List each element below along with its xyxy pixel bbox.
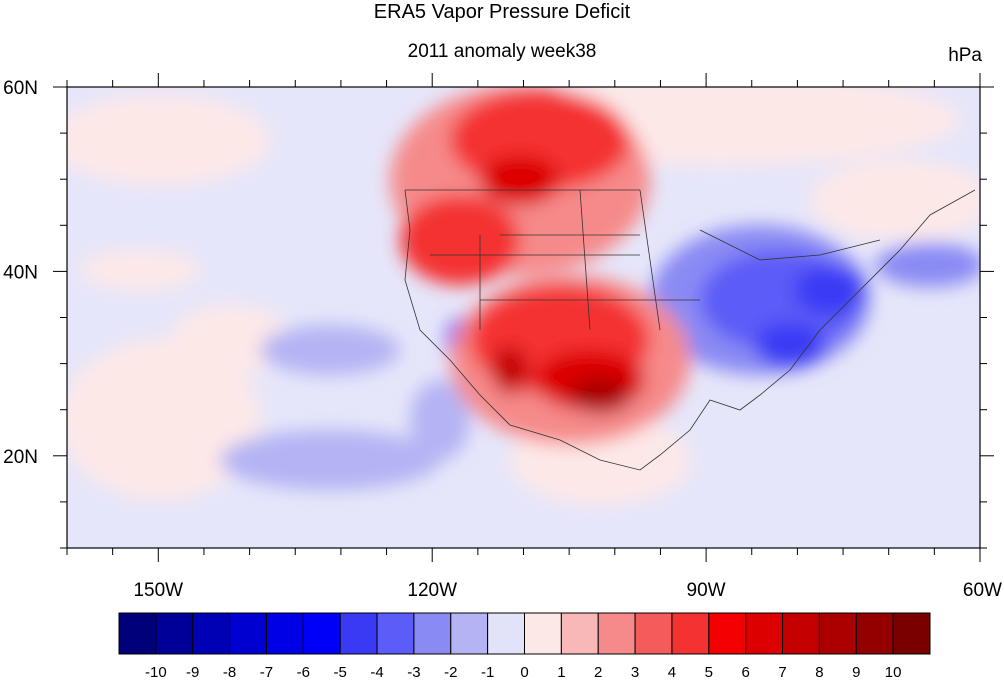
colorbar-swatch (818, 612, 857, 655)
colorbar-swatch (302, 612, 341, 655)
colorbar-label: -10 (145, 664, 167, 681)
colorbar-label: -8 (223, 664, 236, 681)
colorbar-swatch (634, 612, 673, 655)
lon-tick-label: 150W (133, 580, 183, 601)
colorbar-label: 3 (631, 664, 639, 681)
colorbar-label: -5 (334, 664, 347, 681)
colorbar-label: -7 (260, 664, 273, 681)
coastline (404, 189, 976, 471)
map-title: ERA5 Vapor Pressure Deficit (373, 1, 631, 23)
colorbar-label: 5 (705, 664, 713, 681)
colorbar-label: -9 (186, 664, 199, 681)
colorbar-swatch (192, 612, 231, 655)
lat-tick-label: 20N (3, 447, 38, 468)
colorbar-swatch (671, 612, 710, 655)
colorbar: -10 -9 -8 -7 -6 -5 -4 -3 -2 -1 0 1 2 3 4 5 6 7 8 9 10 (118, 612, 931, 681)
anomaly-field (67, 87, 980, 548)
lon-tick-label: 90W (687, 580, 726, 601)
colorbar-label: -2 (444, 664, 457, 681)
lon-tick-label: 120W (407, 580, 457, 601)
colorbar-swatch (597, 612, 636, 655)
colorbar-label: 8 (815, 664, 823, 681)
colorbar-swatch (413, 612, 452, 655)
colorbar-swatch (524, 612, 562, 655)
colorbar-label: -6 (297, 664, 310, 681)
colorbar-swatch (560, 612, 599, 655)
colorbar-label: 7 (778, 664, 786, 681)
colorbar-label: -3 (407, 664, 420, 681)
lat-tick-label: 40N (3, 262, 38, 283)
colorbar-label: 9 (852, 664, 860, 681)
colorbar-label: 0 (520, 664, 528, 681)
colorbar-label: 2 (594, 664, 602, 681)
colorbar-swatch (450, 612, 489, 655)
colorbar-label: 6 (742, 664, 750, 681)
colorbar-swatch (155, 612, 194, 655)
colorbar-swatch (708, 612, 747, 655)
colorbar-label: 10 (885, 664, 902, 681)
colorbar-swatch (339, 612, 378, 655)
units-label: hPa (948, 45, 982, 66)
axis-ticks: 150W 120W 90W 60W 60N 40N 20N (3, 73, 1002, 601)
lat-tick-label: 60N (3, 78, 38, 99)
colorbar-swatch (265, 612, 304, 655)
colorbar-label: 1 (557, 664, 565, 681)
colorbar-swatch (118, 612, 157, 655)
map-subtitle: 2011 anomaly week38 (407, 41, 597, 62)
colorbar-swatch (229, 612, 267, 655)
colorbar-label: 4 (668, 664, 676, 681)
colorbar-swatch (782, 612, 820, 655)
colorbar-swatch (892, 612, 931, 655)
colorbar-label: -1 (481, 664, 494, 681)
colorbar-swatch (376, 612, 415, 655)
colorbar-label: -4 (370, 664, 383, 681)
colorbar-swatch (745, 612, 784, 655)
colorbar-swatch (487, 612, 525, 655)
colorbar-swatch (855, 612, 894, 655)
lon-tick-label: 60W (963, 580, 1002, 601)
